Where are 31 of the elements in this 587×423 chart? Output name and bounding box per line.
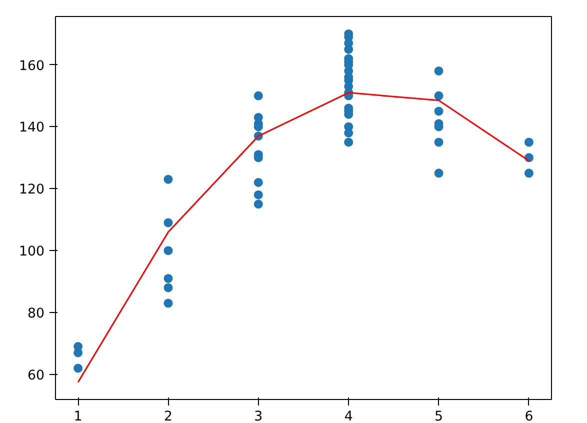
y-tick-label: 60 xyxy=(28,368,45,384)
y-tick-label: 160 xyxy=(19,58,45,74)
x-tick-label: 4 xyxy=(344,410,353,423)
point xyxy=(164,218,173,228)
point xyxy=(164,274,173,283)
point xyxy=(74,364,83,373)
x-tick-label: 5 xyxy=(434,410,444,423)
x-tick-label: 6 xyxy=(524,410,534,423)
point xyxy=(254,178,263,187)
y-tick-label: 80 xyxy=(28,306,45,322)
point xyxy=(164,246,173,256)
point xyxy=(434,168,444,178)
point xyxy=(164,298,173,308)
point xyxy=(524,138,534,147)
y-tick-label: 140 xyxy=(19,120,45,136)
point xyxy=(254,190,263,200)
point xyxy=(434,66,444,76)
point xyxy=(254,200,263,209)
x-tick-label: 2 xyxy=(164,410,172,423)
y-tick-label: 100 xyxy=(19,244,45,260)
y-tick-label: 120 xyxy=(19,182,45,198)
point xyxy=(164,283,173,292)
point xyxy=(434,106,444,116)
point xyxy=(434,138,444,147)
point xyxy=(524,168,534,178)
point xyxy=(434,91,444,100)
point xyxy=(344,138,354,147)
point xyxy=(254,91,263,100)
x-tick-label: 3 xyxy=(254,410,263,423)
x-tick-label: 1 xyxy=(74,410,82,423)
point xyxy=(164,174,173,184)
